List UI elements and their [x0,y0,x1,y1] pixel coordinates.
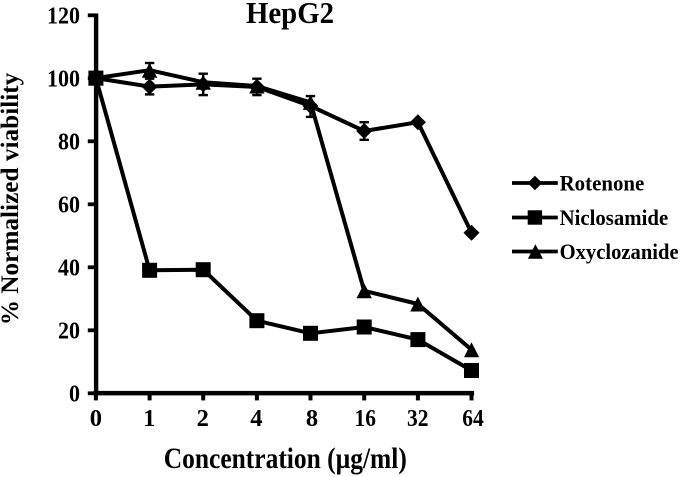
svg-text:16: 16 [354,405,376,432]
svg-text:2: 2 [197,405,209,432]
svg-text:32: 32 [407,405,429,432]
svg-text:8: 8 [306,405,318,432]
svg-text:Concentration (µg/ml): Concentration (µg/ml) [164,442,407,475]
svg-text:64: 64 [462,405,484,432]
svg-text:% Normalized viability: % Normalized viability [0,72,24,325]
svg-text:0: 0 [69,380,80,407]
svg-text:1: 1 [143,405,155,432]
svg-text:0: 0 [90,405,102,432]
svg-text:60: 60 [58,191,80,218]
svg-text:Niclosamide: Niclosamide [560,205,669,230]
svg-text:120: 120 [47,2,80,29]
svg-text:HepG2: HepG2 [246,0,334,30]
svg-text:80: 80 [58,128,80,155]
svg-text:Oxyclozanide: Oxyclozanide [560,239,679,264]
svg-text:20: 20 [58,317,80,344]
svg-text:Rotenone: Rotenone [560,170,645,195]
svg-text:100: 100 [47,65,80,92]
svg-text:40: 40 [58,254,80,281]
svg-text:4: 4 [250,405,262,432]
